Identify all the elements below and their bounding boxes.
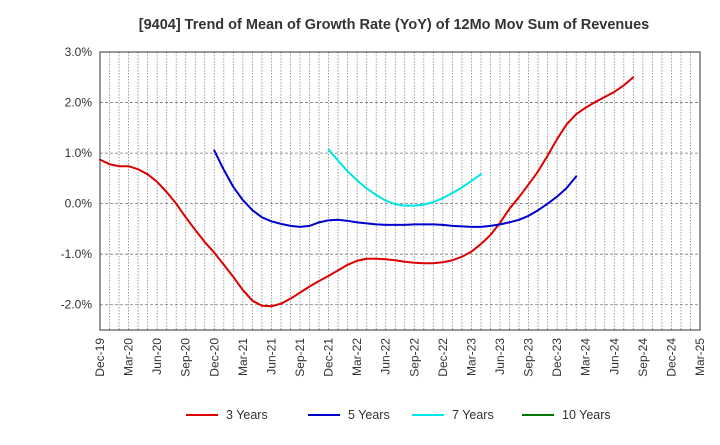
x-tick-label: Dec-23 <box>550 338 564 377</box>
legend-label: 3 Years <box>226 408 268 422</box>
legend-label: 7 Years <box>452 408 494 422</box>
series-layer <box>99 76 635 308</box>
y-tick-label: -1.0% <box>61 247 93 261</box>
axis-layer <box>99 51 701 331</box>
x-tick-label: Mar-24 <box>579 338 593 376</box>
y-tick-label: 2.0% <box>65 96 93 110</box>
x-tick-label: Dec-21 <box>322 338 336 377</box>
x-tick-label: Jun-24 <box>607 338 621 375</box>
series-line-3-years <box>99 76 635 308</box>
x-tick-label: Mar-20 <box>122 338 136 376</box>
x-tick-label: Mar-22 <box>350 338 364 376</box>
legend: 3 Years 5 Years 7 Years 10 Years <box>186 408 611 422</box>
x-tick-label: Mar-25 <box>693 338 707 376</box>
x-tick-label: Mar-21 <box>236 338 250 376</box>
x-tick-label: Dec-19 <box>93 338 107 377</box>
x-tick-label: Dec-20 <box>207 338 221 377</box>
y-tick-label: -2.0% <box>61 298 93 312</box>
x-tick-label: Sep-24 <box>636 338 650 377</box>
legend-label: 10 Years <box>562 408 611 422</box>
chart-title: [9404] Trend of Mean of Growth Rate (YoY… <box>139 17 650 33</box>
x-tick-label: Jun-21 <box>264 338 278 375</box>
x-tick-label: Jun-22 <box>379 338 393 375</box>
plot-area <box>100 52 700 330</box>
y-axis-tick-labels: 3.0% 2.0% 1.0% 0.0% -1.0% -2.0% <box>61 45 93 312</box>
x-tick-label: Dec-22 <box>436 338 450 377</box>
x-tick-label: Dec-24 <box>664 338 678 377</box>
grid-layer <box>100 52 700 330</box>
legend-label: 5 Years <box>348 408 390 422</box>
x-tick-label: Sep-22 <box>407 338 421 377</box>
plot-frame <box>99 51 701 331</box>
series-line-5-years <box>213 149 578 228</box>
x-tick-label: Mar-23 <box>464 338 478 376</box>
x-tick-label: Sep-23 <box>522 338 536 377</box>
series-line-7-years <box>327 148 482 207</box>
x-axis-tick-labels: Dec-19 Mar-20 Jun-20 Sep-20 Dec-20 Mar-21 Jun-… <box>93 338 707 377</box>
y-tick-label: 3.0% <box>65 45 93 59</box>
x-tick-label: Jun-20 <box>150 338 164 375</box>
y-tick-label: 0.0% <box>65 197 93 211</box>
y-tick-label: 1.0% <box>65 146 93 160</box>
x-tick-label: Sep-20 <box>179 338 193 377</box>
x-tick-label: Sep-21 <box>293 338 307 377</box>
x-tick-label: Jun-23 <box>493 338 507 375</box>
